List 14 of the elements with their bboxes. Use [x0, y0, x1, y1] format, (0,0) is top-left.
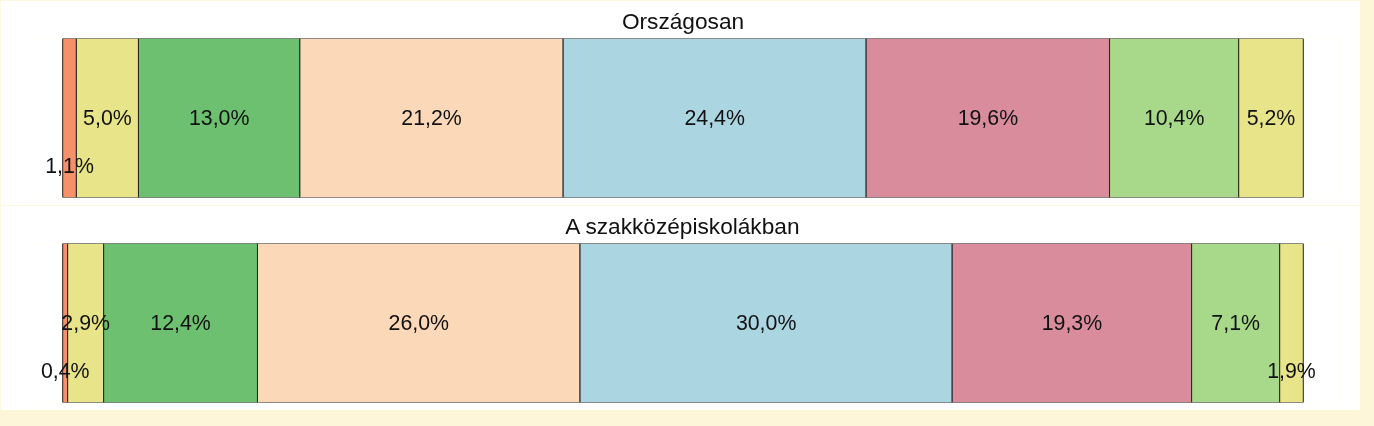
data-label: 13,0%: [188, 106, 250, 130]
chart-title: Országosan: [621, 7, 745, 34]
data-label: 26,0%: [388, 311, 450, 335]
data-label: 19,3%: [1041, 311, 1103, 335]
data-label: 21,2%: [401, 106, 462, 130]
data-label: 12,4%: [150, 311, 211, 335]
data-label: 10,4%: [1143, 106, 1205, 130]
data-label: 30,0%: [735, 311, 797, 335]
data-label: 19,6%: [957, 106, 1019, 130]
data-label: 7,1%: [1211, 311, 1261, 335]
data-label: 24,4%: [684, 106, 745, 130]
chart-title: A szakközépiskolákban: [565, 212, 800, 239]
data-label: 5,2%: [1246, 106, 1296, 130]
data-label: 5,0%: [83, 106, 132, 130]
